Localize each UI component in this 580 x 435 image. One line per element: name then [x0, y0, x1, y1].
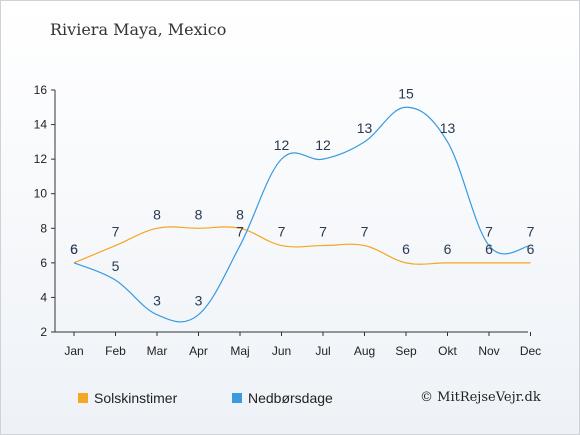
data-label-sunshine: 7 [361, 224, 369, 240]
x-tick-label: Sep [395, 344, 417, 358]
data-label-sunshine: 6 [402, 241, 410, 257]
data-label-sunshine: 8 [195, 206, 203, 222]
data-label-sunshine: 7 [112, 224, 120, 240]
data-label-sunshine: 6 [444, 241, 452, 257]
data-label-sunshine: 6 [527, 241, 535, 257]
y-tick-label: 14 [34, 118, 48, 132]
series-line-sunshine [73, 226, 531, 265]
x-tick-label: Aug [354, 344, 375, 358]
data-label-sunshine: 7 [319, 224, 327, 240]
data-label-rain-days: 3 [195, 293, 203, 309]
legend-item-rain: Nedbørsdage [232, 390, 333, 406]
data-label-rain-days: 7 [236, 224, 244, 240]
x-tick-label: Jul [315, 344, 330, 358]
data-label-rain-days: 6 [70, 241, 78, 257]
y-tick-label: 10 [34, 187, 48, 201]
x-tick-label: Dec [520, 344, 541, 358]
legend-item-sun: Solskinstimer [78, 390, 177, 406]
credit-text: © MitRejseVejr.dk [420, 390, 541, 405]
x-tick-label: Okt [438, 344, 457, 358]
data-label-rain-days: 7 [527, 224, 535, 240]
y-tick-label: 12 [34, 152, 48, 166]
y-tick-label: 8 [40, 221, 47, 235]
data-label-rain-days: 12 [315, 137, 331, 153]
x-tick-label: Maj [230, 344, 249, 358]
y-tick-label: 6 [40, 256, 47, 270]
x-tick-label: Jan [64, 344, 83, 358]
series-line-rain-days [73, 106, 531, 323]
y-tick-label: 4 [40, 290, 47, 304]
data-label-rain-days: 13 [440, 120, 456, 136]
data-label-sunshine: 8 [153, 206, 161, 222]
data-label-rain-days: 12 [274, 137, 290, 153]
data-label-rain-days: 13 [357, 120, 373, 136]
x-tick-label: Nov [478, 344, 499, 358]
data-label-sunshine: 6 [485, 241, 493, 257]
x-tick-label: Mar [147, 344, 168, 358]
data-label-rain-days: 15 [398, 85, 414, 101]
chart-title: Riviera Maya, Mexico [50, 20, 227, 39]
x-tick-label: Jun [272, 344, 291, 358]
legend-label-rain: Nedbørsdage [248, 390, 333, 406]
legend-label-sun: Solskinstimer [94, 390, 178, 406]
y-tick-label: 2 [40, 325, 47, 339]
data-label-sunshine: 7 [278, 224, 286, 240]
legend-swatch-sun [78, 393, 88, 403]
data-label-rain-days: 3 [153, 293, 161, 309]
data-label-rain-days: 7 [485, 224, 493, 240]
data-label-rain-days: 5 [112, 258, 120, 274]
legend-swatch-rain [232, 393, 242, 403]
x-tick-label: Apr [189, 344, 208, 358]
data-label-sunshine: 6 [70, 241, 78, 257]
x-tick-label: Feb [105, 344, 126, 358]
y-tick-label: 16 [34, 83, 48, 97]
data-label-sunshine: 8 [236, 206, 244, 222]
